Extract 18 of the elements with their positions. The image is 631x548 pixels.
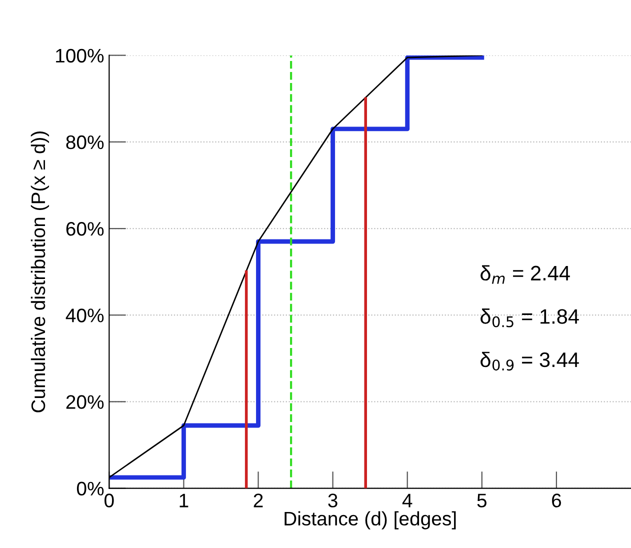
y-tick-label: 80% xyxy=(66,135,104,150)
annotation: δ$_{0.9}$ = 3.44 xyxy=(480,352,579,371)
x-tick-label: 0 xyxy=(104,494,114,508)
y-tick-label: 40% xyxy=(66,308,104,322)
x-tick-label: 2 xyxy=(254,494,263,508)
x-tick-label: 1 xyxy=(180,494,188,508)
annotation: δ$_{0.5}$ = 1.84 xyxy=(480,308,579,328)
y-axis-title: Cumulative distribution (P(x ≥ d)) xyxy=(30,132,50,412)
y-tick-label: 60% xyxy=(66,222,104,236)
y-tick-label: 100% xyxy=(56,48,104,63)
x-tick-label: 4 xyxy=(402,494,412,508)
x-tick-label: 6 xyxy=(552,494,562,508)
x-tick-label: 5 xyxy=(477,494,486,508)
x-axis-title: Distance (d) [edges] xyxy=(284,511,456,530)
y-tick-label: 20% xyxy=(66,395,104,409)
annotation: δ$_{m}$ = 2.44 xyxy=(480,265,570,284)
x-tick-label: 3 xyxy=(328,494,338,508)
y-tick-label: 0% xyxy=(76,482,104,496)
